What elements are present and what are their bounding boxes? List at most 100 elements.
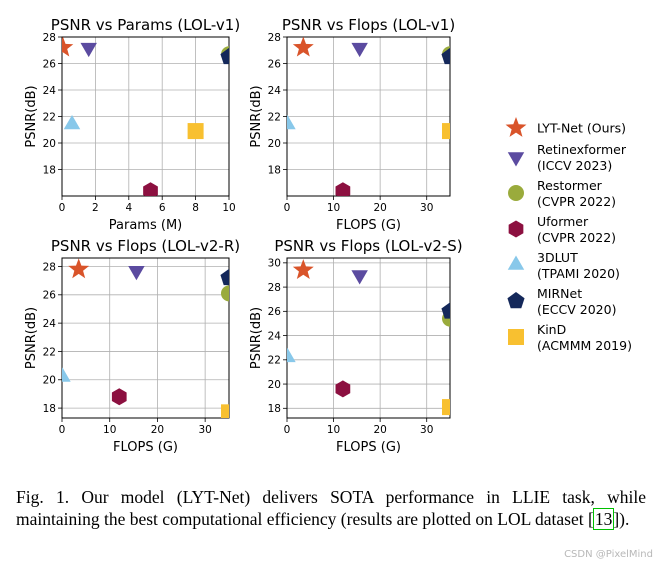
x-axis-label: FLOPS (G) [336,440,401,455]
x-tick-label: 20 [373,202,386,214]
legend-marker [508,329,524,345]
legend-sublabel: (ACMMM 2019) [537,338,632,353]
x-axis-label: FLOPS (G) [336,218,401,233]
legend-item-mirnet: MIRNet(ECCV 2020) [507,286,616,317]
legend-item-3dlut: 3DLUT(TPAMI 2020) [507,250,620,281]
y-tick-label: 28 [268,282,281,294]
plot-frame [286,257,451,419]
y-tick-label: 20 [43,375,56,387]
legend-marker [507,255,525,270]
y-tick-label: 20 [268,138,281,150]
y-tick-label: 20 [43,138,56,150]
y-tick-label: 18 [268,403,281,415]
x-tick-label: 10 [103,424,116,436]
y-axis-label: PSNR(dB) [24,307,39,369]
chart-title: PSNR vs Flops (LOL-v2-R) [51,237,240,255]
figure-caption: Fig. 1. Our model (LYT-Net) delivers SOT… [16,486,646,530]
legend: LYT-Net (Ours) Retinexformer(ICCV 2023) Re… [505,117,632,353]
point-mirnet [220,268,229,286]
x-tick-label: 10 [222,202,235,214]
y-tick-label: 18 [43,403,56,415]
point-mirnet [220,47,229,65]
legend-label: Restormer [537,178,603,193]
chart-panel-3: 0 10 20 30 18 20 22 24 26 28 PSNR vs Flops (LOL-v2… [24,237,240,455]
x-tick-label: 30 [198,424,211,436]
legend-marker [508,185,524,201]
x-tick-label: 10 [327,202,340,214]
y-tick-label: 26 [43,58,57,70]
point-lyt-net [62,37,74,57]
point-retinexformer [80,42,97,58]
legend-marker [508,220,524,238]
legend-item-restormer: Restormer(CVPR 2022) [508,178,616,209]
legend-sublabel: (TPAMI 2020) [537,266,620,281]
point-mirnet [441,302,450,319]
point-kind [442,123,450,140]
legend-marker [507,292,525,309]
data-points [62,258,229,418]
point-3dlut [287,114,296,130]
point-mirnet [441,47,450,65]
legend-sublabel: (CVPR 2022) [537,194,616,209]
x-tick-label: 8 [192,202,199,214]
y-axis-label: PSNR(dB) [24,85,39,147]
caption-suffix: ]). [613,509,630,529]
y-tick-label: 30 [268,258,281,270]
point-uformer [335,182,351,196]
legend-marker [507,152,525,167]
watermark: CSDN @PixelMind [564,549,653,560]
data-points [62,37,229,196]
x-tick-label: 20 [151,424,164,436]
point-3dlut [63,114,81,130]
y-tick-label: 22 [43,346,56,358]
point-3dlut [62,367,71,382]
x-tick-label: 30 [420,202,433,214]
legend-label: LYT-Net (Ours) [537,121,626,136]
legend-sublabel: (ECCV 2020) [537,302,616,317]
plot-frame [61,257,230,419]
y-tick-label: 24 [268,330,282,342]
y-tick-label: 20 [268,379,281,391]
y-tick-label: 26 [268,306,282,318]
point-3dlut [287,347,296,363]
x-tick-label: 2 [92,202,99,214]
point-lyt-net [68,258,90,279]
data-points [287,37,450,196]
point-kind [442,399,450,416]
chart-title: PSNR vs Flops (LOL-v1) [282,16,455,34]
x-axis-label: FLOPS (G) [113,440,178,455]
y-axis-label: PSNR(dB) [249,85,264,147]
citation-link[interactable]: 13 [592,508,615,530]
y-tick-label: 28 [43,261,56,273]
point-kind [187,123,204,140]
x-tick-label: 10 [327,424,340,436]
legend-marker [505,117,527,137]
legend-label: Uformer [537,214,589,229]
y-axis-label: PSNR(dB) [249,307,264,369]
chart-title: PSNR vs Flops (LOL-v2-S) [274,237,462,255]
data-points [287,259,450,416]
legend-sublabel: (ICCV 2023) [537,158,612,173]
point-retinexformer [128,265,145,281]
x-tick-label: 0 [284,424,291,436]
point-uformer [111,388,127,406]
y-tick-label: 26 [43,290,57,302]
legend-item-lyt-net: LYT-Net (Ours) [505,117,626,137]
point-lyt-net [292,37,314,57]
point-uformer [143,182,158,196]
y-tick-label: 22 [268,111,281,123]
y-tick-label: 24 [43,318,57,330]
x-tick-label: 0 [59,424,66,436]
x-tick-label: 0 [284,202,291,214]
x-tick-label: 6 [159,202,166,214]
y-tick-label: 18 [43,164,56,176]
x-tick-label: 30 [420,424,433,436]
plot-area [62,258,229,418]
legend-item-uformer: Uformer(CVPR 2022) [508,214,616,245]
legend-label: Retinexformer [537,142,627,157]
y-tick-label: 24 [268,85,282,97]
